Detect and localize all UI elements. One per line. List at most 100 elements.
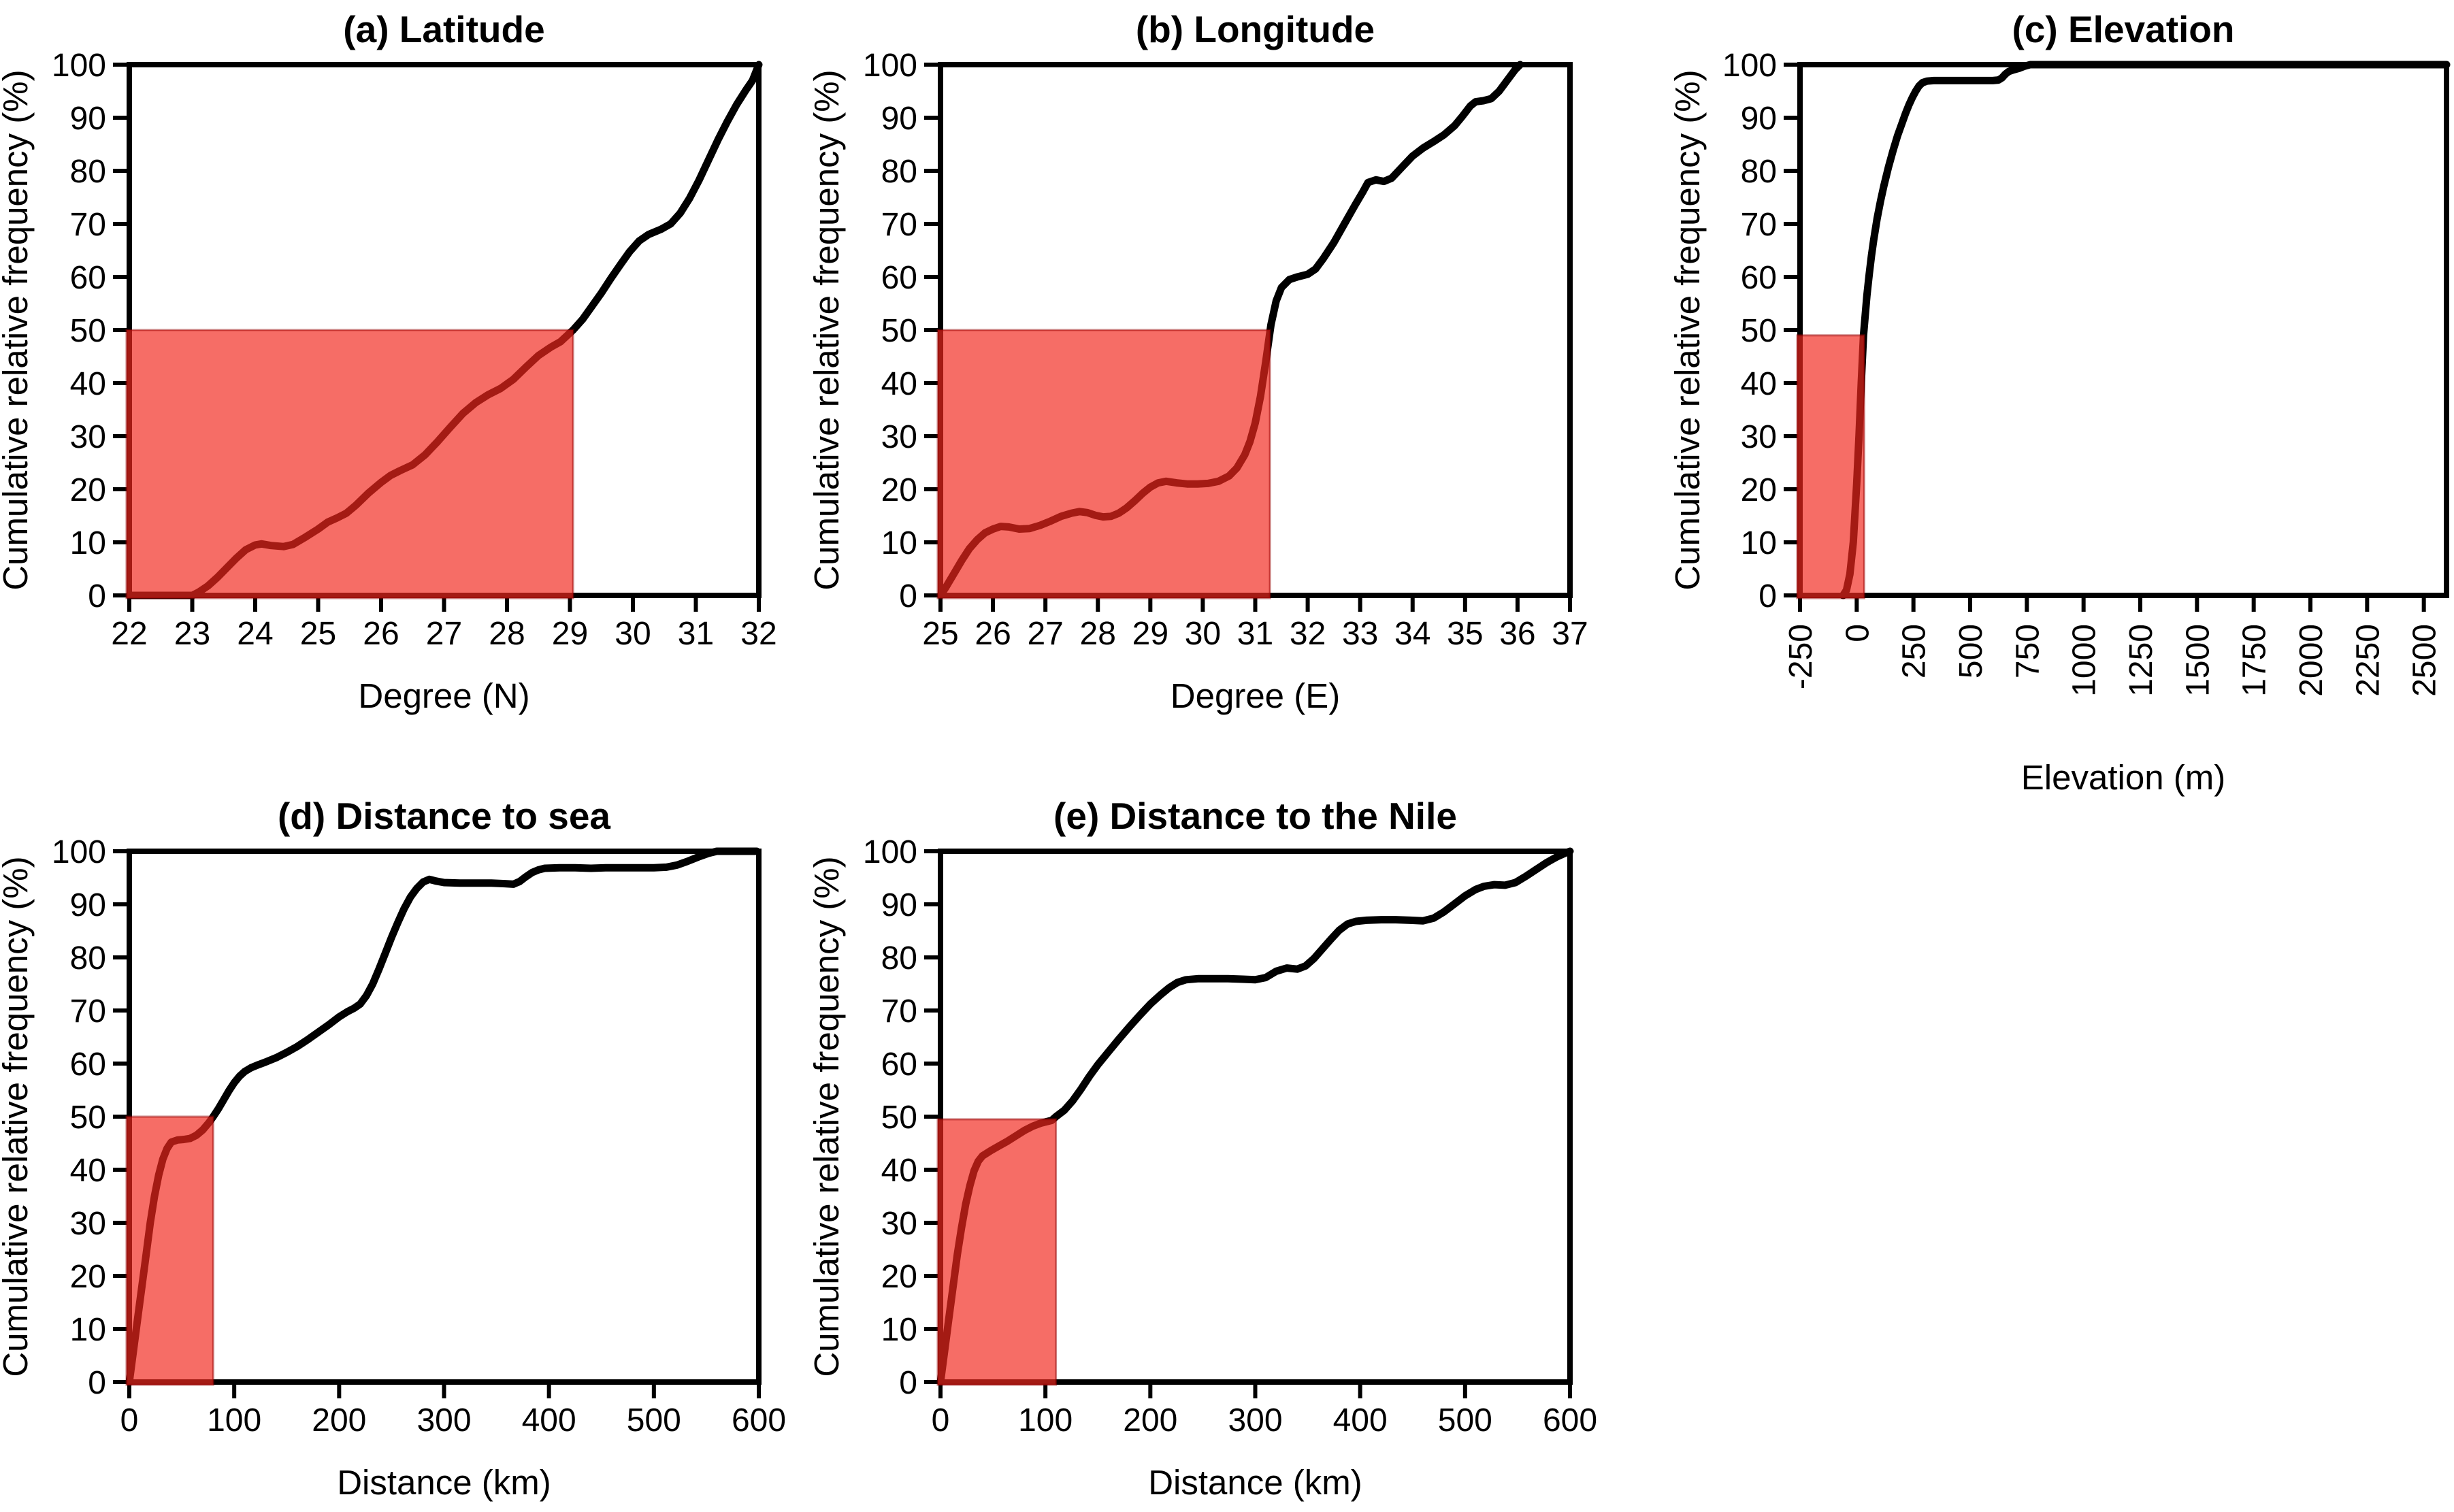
panel-e-title: (e) Distance to the Nile [1053, 795, 1457, 837]
panel-e-y-tick-label: 80 [881, 940, 917, 976]
panel-b-x-tick-label: 29 [1132, 616, 1168, 652]
panel-d-y-tick-label: 90 [70, 887, 106, 923]
panel-e-y-tick-label: 20 [881, 1259, 917, 1295]
panel-b-title: (b) Longitude [1136, 8, 1375, 50]
panel-d-y-tick-label: 100 [52, 834, 106, 870]
panel-b: 25 26 27 28 29 30 31 32 33 34 35 36 37 0 10 20 30 40 50 60 7… [807, 8, 1588, 715]
panel-d-y-tick-label: 40 [70, 1153, 106, 1189]
panel-b-y-tick-label: 40 [881, 366, 917, 402]
panel-c-y-tick-label: 40 [1741, 366, 1777, 402]
panel-c-x-tick-label: 1500 [2180, 624, 2216, 697]
panel-d-y-tick-label: 20 [70, 1259, 106, 1295]
panel-d-y-tick-label: 10 [70, 1312, 106, 1348]
panel-e-y-tick-label: 40 [881, 1153, 917, 1189]
panel-e-x-tick-label: 600 [1543, 1402, 1597, 1439]
panel-e-x-tick-label: 500 [1438, 1402, 1492, 1439]
panel-c-y-tick-label: 20 [1741, 472, 1777, 508]
panel-c-x-tick-label: 1000 [2067, 624, 2103, 697]
panel-b-y-tick-label: 10 [881, 525, 917, 561]
panel-a-x-tick-label: 32 [740, 616, 776, 652]
panel-c-x-tick-label: 2500 [2407, 624, 2443, 697]
panel-b-y-axis-title: Cumulative relative frequency (%) [807, 69, 846, 590]
panel-c-x-tick-label: 500 [1953, 624, 1989, 678]
panel-e-x-tick-label: 300 [1228, 1402, 1282, 1439]
panel-b-x-tick-label: 33 [1342, 616, 1378, 652]
panel-a-y-tick-label: 0 [88, 578, 106, 614]
panel-d-y-tick-label: 0 [88, 1365, 106, 1401]
panel-b-x-tick-label: 31 [1237, 616, 1273, 652]
panel-e-y-tick-label: 100 [863, 834, 917, 870]
panel-b-y-tick-label: 30 [881, 419, 917, 455]
panel-c-x-tick-label: 750 [2010, 624, 2046, 678]
panel-d-x-tick-label: 300 [416, 1402, 471, 1439]
panel-a-median-shade [125, 329, 574, 599]
panel-a-x-tick-label: 27 [426, 616, 462, 652]
panel-d-y-tick-label: 60 [70, 1047, 106, 1083]
panel-e-y-tick-label: 70 [881, 993, 917, 1030]
panel-b-x-tick-label: 26 [975, 616, 1011, 652]
panel-d-y-tick-label: 70 [70, 993, 106, 1030]
panel-c-title: (c) Elevation [2012, 8, 2234, 50]
panel-c-x-tick-label: 1250 [2123, 624, 2159, 697]
panel-a-y-tick-label: 10 [70, 525, 106, 561]
panel-b-x-tick-label: 27 [1027, 616, 1063, 652]
panel-c-y-tick-label: 50 [1741, 313, 1777, 349]
panel-e: 0 100 200 300 400 500 600 0 10 20 30 40 50 60 70 80 90 10… [807, 795, 1597, 1502]
panel-a-y-tick-label: 30 [70, 419, 106, 455]
panel-b-y-tick-label: 20 [881, 472, 917, 508]
panel-e-x-tick-label: 100 [1018, 1402, 1073, 1439]
panel-a-y-tick-label: 90 [70, 101, 106, 137]
panel-b-x-axis-title: Degree (E) [1171, 676, 1340, 715]
panel-a-y-tick-label: 70 [70, 207, 106, 243]
panel-d-x-tick-label: 200 [312, 1402, 366, 1439]
panel-b-y-tick-label: 60 [881, 260, 917, 296]
panel-b-median-shade [936, 329, 1271, 599]
panel-e-plot-box [938, 849, 1573, 1385]
panel-d-x-axis-title: Distance (km) [337, 1463, 551, 1502]
panel-d-title: (d) Distance to sea [278, 795, 610, 837]
panel-a-y-tick-label: 20 [70, 472, 106, 508]
panel-b-x-tick-label: 28 [1080, 616, 1116, 652]
panel-d-plot-box [127, 849, 762, 1385]
panel-a-y-tick-label: 60 [70, 260, 106, 296]
panel-a-x-tick-label: 26 [363, 616, 399, 652]
panel-d-x-tick-label: 0 [120, 1402, 139, 1439]
panel-a-y-tick-label: 50 [70, 313, 106, 349]
panel-a-x-axis-title: Degree (N) [358, 676, 529, 715]
panel-c-x-tick-label: 2000 [2293, 624, 2329, 697]
panel-e-median-shade [936, 1118, 1058, 1386]
panel-c-y-tick-label: 0 [1758, 578, 1777, 614]
panel-b-y-tick-label: 90 [881, 101, 917, 137]
panel-c-y-tick-label: 90 [1741, 101, 1777, 137]
panel-a-y-axis-title: Cumulative relative frequency (%) [0, 69, 35, 590]
panel-b-x-tick-label: 35 [1447, 616, 1483, 652]
panel-c: -250 0 250 500 750 1000 1250 1500 1750 2000 2250 25… [1668, 8, 2451, 797]
panel-e-y-tick-label: 50 [881, 1100, 917, 1136]
panel-a-x-tick-label: 28 [489, 616, 525, 652]
panel-b-x-tick-label: 32 [1290, 616, 1326, 652]
panel-a-x-tick-label: 25 [300, 616, 336, 652]
panel-c-cumulative-curve [1839, 61, 2451, 599]
panel-d-x-tick-label: 400 [522, 1402, 576, 1439]
panel-b-y-tick-label: 70 [881, 207, 917, 243]
panel-b-x-tick-label: 36 [1499, 616, 1535, 652]
panel-b-y-tick-label: 80 [881, 154, 917, 190]
panel-c-y-tick-label: 10 [1741, 525, 1777, 561]
panel-e-y-tick-label: 30 [881, 1206, 917, 1242]
panel-e-x-tick-label: 200 [1123, 1402, 1177, 1439]
panel-c-x-tick-label: -250 [1783, 624, 1819, 689]
panel-a-title: (a) Latitude [343, 8, 544, 50]
panel-a-x-tick-label: 22 [111, 616, 147, 652]
panel-e-x-tick-label: 0 [932, 1402, 950, 1439]
panel-c-median-shade [1796, 334, 1865, 599]
panel-b-y-tick-label: 100 [863, 48, 917, 84]
panel-d-cumulative-curve [125, 847, 761, 1386]
panel-d: 0 100 200 300 400 500 600 0 10 20 30 40 50 60 70 80 90 10… [0, 795, 786, 1502]
panel-d-x-tick-label: 500 [627, 1402, 681, 1439]
panel-b-y-tick-label: 0 [899, 578, 917, 614]
panel-d-y-tick-label: 80 [70, 940, 106, 976]
panel-b-x-tick-label: 30 [1185, 616, 1221, 652]
panel-c-y-axis-title: Cumulative relative frequency (%) [1668, 69, 1707, 590]
panel-e-y-tick-label: 90 [881, 887, 917, 923]
